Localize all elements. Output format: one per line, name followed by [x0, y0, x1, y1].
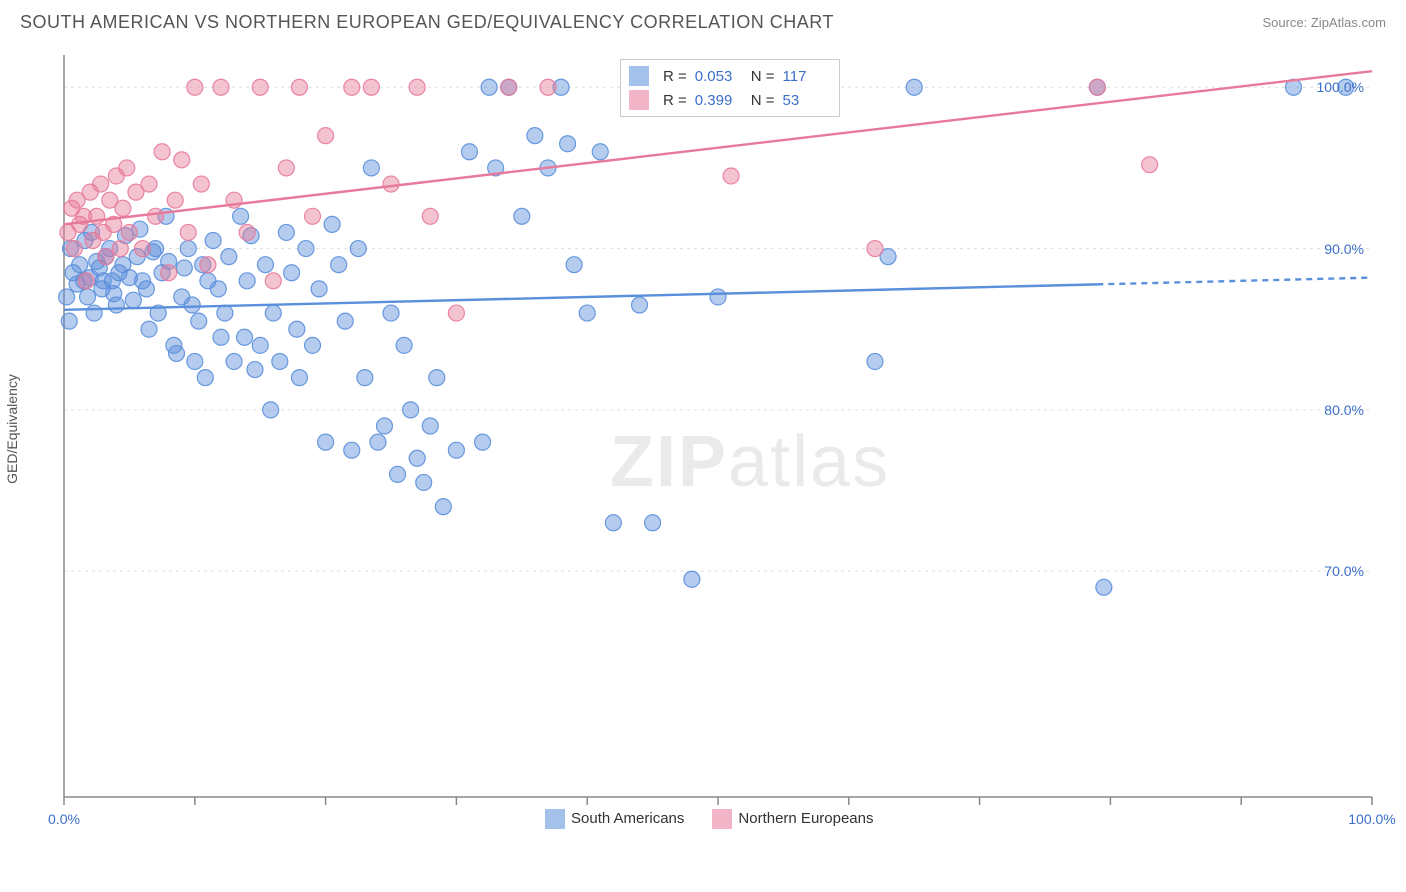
stats-r-value: 0.399 [695, 92, 743, 109]
legend-item: Northern Europeans [712, 809, 873, 829]
stats-swatch [629, 90, 649, 110]
chart-container: GED/Equivalency ZIPatlas R =0.053N =117R… [50, 41, 1386, 816]
legend-label: South Americans [571, 810, 684, 827]
y-tick-label: 90.0% [1324, 241, 1364, 257]
y-tick-label: 80.0% [1324, 402, 1364, 418]
stats-row: R = 0.053 N = 117 [629, 64, 831, 88]
stats-swatch [629, 66, 649, 86]
x-tick-label: 0.0% [48, 811, 80, 827]
x-tick-label: 100.0% [1348, 811, 1395, 827]
stats-box: R = 0.053 N = 117 R = 0.399 N = 53 [620, 59, 840, 117]
legend-swatch [545, 809, 565, 829]
chart-source: Source: ZipAtlas.com [1262, 15, 1386, 30]
stats-n-label: N = [751, 68, 775, 85]
stats-row: R = 0.399 N = 53 [629, 88, 831, 112]
legend-item: South Americans [545, 809, 684, 829]
legend-bottom: South Americans Northern Europeans [545, 809, 874, 829]
stats-r-label: R = [663, 92, 687, 109]
y-tick-label: 100.0% [1317, 79, 1364, 95]
chart-title: SOUTH AMERICAN VS NORTHERN EUROPEAN GED/… [20, 12, 834, 33]
y-tick-label: 70.0% [1324, 563, 1364, 579]
stats-r-label: R = [663, 68, 687, 85]
stats-n-label: N = [751, 92, 775, 109]
y-axis-label: GED/Equivalency [4, 374, 20, 484]
scatter-chart [50, 41, 1386, 811]
stats-n-value: 117 [783, 68, 831, 85]
stats-n-value: 53 [783, 92, 831, 109]
legend-label: Northern Europeans [738, 810, 873, 827]
legend-swatch [712, 809, 732, 829]
stats-r-value: 0.053 [695, 68, 743, 85]
